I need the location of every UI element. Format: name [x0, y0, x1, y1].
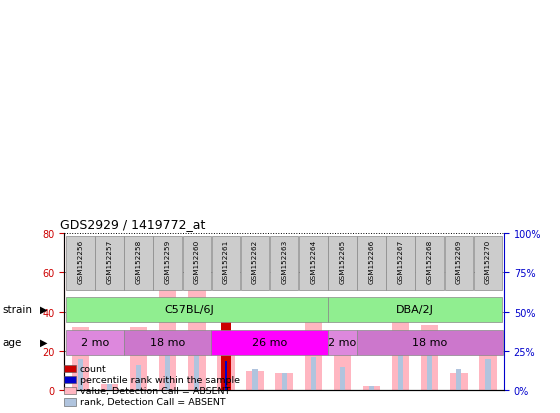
Bar: [328, 297, 502, 322]
Text: GSM152264: GSM152264: [310, 239, 316, 283]
Bar: [78, 359, 83, 390]
Bar: [66, 237, 95, 290]
Bar: [416, 237, 444, 290]
Bar: [369, 387, 374, 390]
Bar: [124, 237, 153, 290]
Text: strain: strain: [3, 304, 33, 314]
Bar: [392, 312, 409, 390]
Bar: [183, 237, 211, 290]
Bar: [107, 385, 112, 390]
Text: GSM152260: GSM152260: [194, 239, 200, 283]
Bar: [340, 367, 345, 390]
Bar: [486, 359, 491, 390]
Text: GSM152257: GSM152257: [106, 239, 113, 283]
Bar: [421, 325, 438, 390]
Bar: [66, 297, 328, 322]
Bar: [130, 328, 147, 390]
Bar: [124, 330, 212, 355]
Bar: [194, 349, 199, 390]
Bar: [398, 353, 403, 390]
Text: C57BL/6J: C57BL/6J: [165, 304, 214, 314]
Bar: [427, 355, 432, 390]
Bar: [241, 237, 269, 290]
Bar: [246, 371, 264, 390]
Text: rank, Detection Call = ABSENT: rank, Detection Call = ABSENT: [80, 397, 225, 406]
Bar: [212, 330, 328, 355]
Text: 26 mo: 26 mo: [252, 337, 287, 347]
Text: GSM152269: GSM152269: [456, 239, 462, 283]
Text: value, Detection Call = ABSENT: value, Detection Call = ABSENT: [80, 386, 230, 395]
Text: DBA/2J: DBA/2J: [396, 304, 434, 314]
Text: GSM152268: GSM152268: [427, 239, 433, 283]
Text: GSM152261: GSM152261: [223, 239, 229, 283]
Bar: [282, 373, 287, 390]
Bar: [95, 237, 124, 290]
Bar: [445, 237, 473, 290]
Bar: [328, 330, 357, 355]
Bar: [311, 357, 316, 390]
Text: GSM152262: GSM152262: [252, 239, 258, 283]
Text: 2 mo: 2 mo: [81, 337, 109, 347]
Text: ▶: ▶: [40, 337, 48, 347]
Text: 18 mo: 18 mo: [150, 337, 185, 347]
Bar: [101, 385, 118, 390]
Bar: [328, 237, 357, 290]
Text: age: age: [3, 337, 22, 347]
Bar: [221, 318, 231, 390]
Bar: [456, 369, 461, 390]
Bar: [212, 237, 240, 290]
Bar: [386, 237, 415, 290]
Bar: [357, 330, 502, 355]
Bar: [217, 343, 235, 390]
Text: GSM152258: GSM152258: [136, 239, 142, 283]
Bar: [474, 237, 502, 290]
Bar: [450, 373, 468, 390]
Text: 2 mo: 2 mo: [328, 337, 357, 347]
Bar: [276, 373, 293, 390]
Bar: [153, 237, 182, 290]
Text: GSM152256: GSM152256: [77, 239, 83, 283]
Bar: [363, 387, 380, 390]
Text: GSM152267: GSM152267: [398, 239, 404, 283]
Bar: [270, 237, 298, 290]
Text: GSM152270: GSM152270: [485, 239, 491, 283]
Text: GSM152263: GSM152263: [281, 239, 287, 283]
Bar: [72, 328, 89, 390]
Bar: [334, 355, 351, 390]
Bar: [253, 369, 258, 390]
Text: GSM152265: GSM152265: [339, 239, 346, 283]
Text: count: count: [80, 364, 106, 373]
Bar: [357, 237, 386, 290]
Bar: [159, 271, 176, 390]
Text: GSM152259: GSM152259: [165, 239, 171, 283]
Text: percentile rank within the sample: percentile rank within the sample: [80, 375, 240, 384]
Bar: [479, 339, 497, 390]
Bar: [225, 361, 227, 390]
Text: GDS2929 / 1419772_at: GDS2929 / 1419772_at: [60, 218, 206, 231]
Text: GSM152266: GSM152266: [368, 239, 375, 283]
Bar: [188, 284, 206, 390]
Bar: [299, 237, 328, 290]
Text: ▶: ▶: [40, 304, 48, 314]
Bar: [165, 347, 170, 390]
Bar: [305, 312, 322, 390]
Bar: [66, 330, 124, 355]
Bar: [136, 365, 141, 390]
Text: 18 mo: 18 mo: [412, 337, 447, 347]
